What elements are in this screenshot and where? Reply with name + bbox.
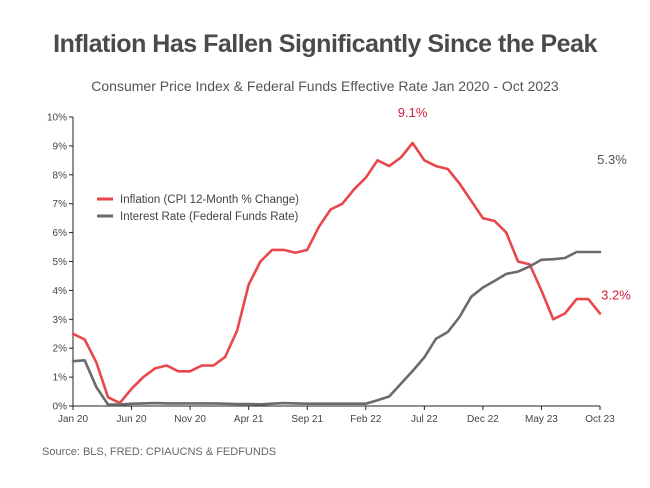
x-tick-label: Jun 20: [117, 414, 147, 425]
y-tick-label: 10%: [47, 113, 67, 124]
chart-legend: Inflation (CPI 12-Month % Change) Interes…: [97, 194, 299, 223]
x-tick-label: Nov 20: [174, 414, 206, 425]
y-tick-label: 0%: [53, 402, 68, 413]
x-tick-label: Apr 21: [234, 414, 264, 425]
y-tick-label: 7%: [53, 199, 68, 210]
y-tick-label: 9%: [53, 141, 68, 152]
y-tick-label: 6%: [53, 228, 68, 239]
x-tick-label: Jul 22: [411, 414, 438, 425]
y-tick-label: 3%: [53, 315, 68, 326]
chart-subtitle: Consumer Price Index & Federal Funds Eff…: [91, 78, 559, 94]
interest-rate-series-line: [71, 250, 602, 406]
chart-title: Inflation Has Fallen Significantly Since…: [53, 30, 597, 58]
y-tick-label: 8%: [53, 170, 68, 181]
x-tick-label: Jan 20: [58, 414, 88, 425]
x-tick-label: Sep 21: [291, 414, 323, 425]
chart-lines: [71, 141, 602, 406]
y-tick-label: 1%: [53, 373, 68, 384]
x-tick-label: May 23: [525, 414, 558, 425]
legend-label: Inflation (CPI 12-Month % Change): [120, 194, 299, 206]
value-annotation: 3.2%: [601, 288, 631, 303]
chart-annotations: 9.1% 5.3% 3.2%: [398, 105, 631, 303]
x-tick-label: Feb 22: [350, 414, 382, 425]
inflation-series-line: [71, 141, 602, 405]
y-tick-label: 5%: [53, 257, 68, 268]
value-annotation: 9.1%: [398, 105, 428, 120]
source-note: Source: BLS, FRED: CPIAUCNS & FEDFUNDS: [42, 446, 277, 458]
value-annotation: 5.3%: [597, 152, 627, 167]
chart-axes: 0% 1% 2% 3% 4% 5% 6% 7% 8% 9% 10% Jan 20 Jun 20 Nov 2…: [47, 113, 615, 426]
legend-label: Interest Rate (Federal Funds Rate): [120, 211, 298, 223]
x-tick-label: Dec 22: [467, 414, 499, 425]
x-tick-label: Oct 23: [585, 414, 615, 425]
y-tick-label: 2%: [53, 344, 68, 355]
y-tick-label: 4%: [53, 286, 68, 297]
